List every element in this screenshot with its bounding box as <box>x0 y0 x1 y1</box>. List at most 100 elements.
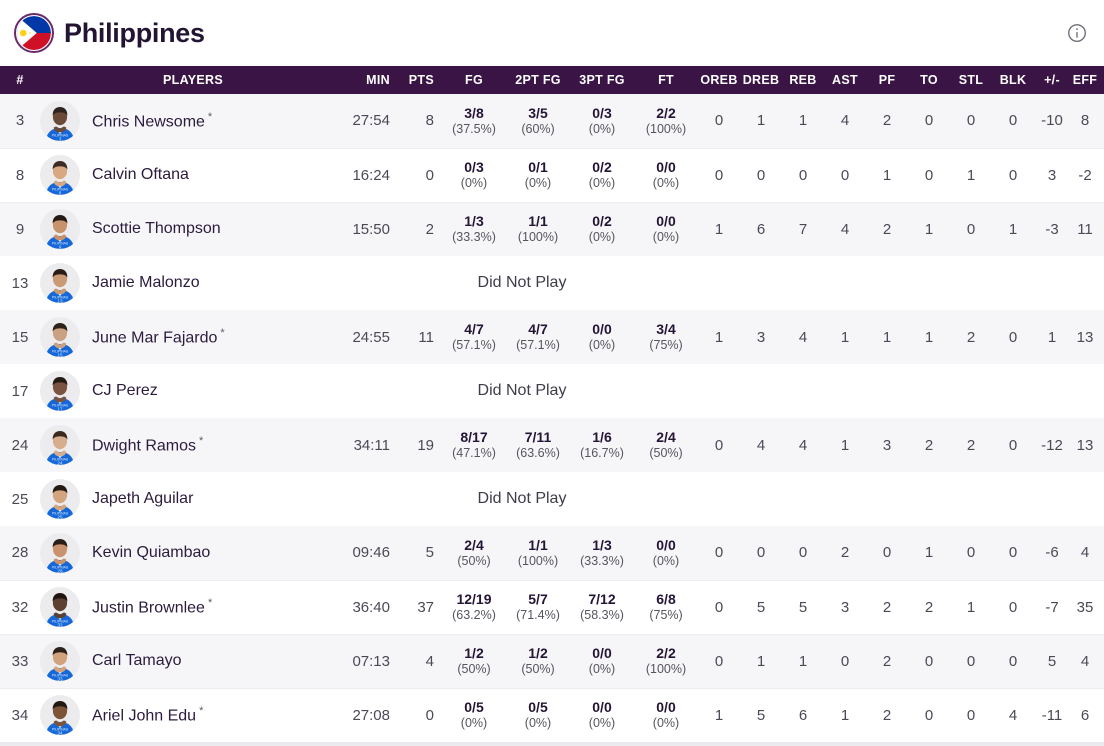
table-row[interactable]: 25 25 PILIPINAS Japeth Aguilar Did Not P… <box>0 472 1104 526</box>
stat-eff: 4 <box>1070 633 1104 688</box>
stat-min: 27:08 <box>346 687 398 742</box>
stat-reb: 1 <box>782 633 824 688</box>
player-number: 3 <box>15 112 25 130</box>
column-header-pts[interactable]: PTS <box>408 73 434 87</box>
stat-dreb: 1 <box>756 112 766 130</box>
column-header-ast[interactable]: AST <box>832 73 858 87</box>
column-header-eff[interactable]: EFF <box>1072 73 1098 87</box>
svg-text:3: 3 <box>59 136 62 141</box>
column-header-3pt-fg[interactable]: 3PT FG <box>579 73 625 87</box>
column-header-to[interactable]: TO <box>920 73 938 87</box>
player-name-cell[interactable]: 25 PILIPINAS Japeth Aguilar <box>40 472 346 526</box>
column-header-fg[interactable]: FG <box>465 73 483 87</box>
stat-oreb: 1 <box>698 687 740 742</box>
table-row[interactable]: 9 9 PILIPINAS Scottie Thompson 15:50 2 1/… <box>0 201 1104 256</box>
stat-oreb: 0 <box>714 544 724 562</box>
stat-2pt-fg: 0/1 (0%) <box>506 147 570 202</box>
starter-marker: * <box>207 110 213 123</box>
stat-fg-made: 2/4 <box>464 536 484 553</box>
table-row[interactable]: 33 33 PILIPINAS Carl Tamayo 07:13 4 1/2 (… <box>0 633 1104 688</box>
stat-3pt-fg-pct: (0%) <box>588 716 616 731</box>
column-header-pf[interactable]: PF <box>878 73 896 87</box>
stat-oreb: 0 <box>698 633 740 688</box>
column-header-reb[interactable]: REB <box>789 73 817 87</box>
player-name-cell[interactable]: 3 PILIPINAS Chris Newsome * <box>40 94 346 148</box>
column-header-min[interactable]: MIN <box>366 73 390 87</box>
table-row[interactable]: 34 34 PILIPINAS Ariel John Edu * 27:08 0 0… <box>0 687 1104 742</box>
player-name: Carl Tamayo <box>92 652 182 669</box>
stat-2pt-fg-pct: (0%) <box>524 716 552 731</box>
table-row[interactable]: 32 32 PILIPINAS Justin Brownlee * 36:40 37… <box>0 579 1104 634</box>
player-number: 33 <box>0 633 40 688</box>
stat-oreb: 0 <box>714 112 724 130</box>
player-name-cell[interactable]: 8 PILIPINAS Calvin Oftana <box>40 147 346 202</box>
stat-fg-pct: (57.1%) <box>452 337 496 352</box>
stat-plus-minus: -10 <box>1041 112 1063 130</box>
stat-ast: 0 <box>824 147 866 202</box>
avatar: 24 PILIPINAS <box>40 425 80 465</box>
stat-oreb: 0 <box>698 147 740 202</box>
stat-min: 09:46 <box>352 544 390 562</box>
column-header-plus-minus[interactable]: +/- <box>1044 73 1060 87</box>
player-name-cell[interactable]: 13 PILIPINAS Jamie Malonzo <box>40 256 346 310</box>
column-header-blk[interactable]: BLK <box>999 73 1027 87</box>
table-row[interactable]: 24 24 PILIPINAS Dwight Ramos * 34:11 19 8/… <box>0 418 1104 472</box>
svg-text:PILIPINAS: PILIPINAS <box>52 349 69 353</box>
stat-fg-made: 0/3 <box>464 159 484 176</box>
column-header-2pt-fg[interactable]: 2PT FG <box>515 73 561 87</box>
column-header-dreb[interactable]: DREB <box>742 73 780 87</box>
empty-stats <box>698 256 1104 310</box>
svg-text:PILIPINAS: PILIPINAS <box>52 242 69 246</box>
stat-ft: 3/4 (75%) <box>634 310 698 364</box>
table-row[interactable]: 8 8 PILIPINAS Calvin Oftana 16:24 0 0/3 (… <box>0 147 1104 202</box>
table-row[interactable]: 28 28 PILIPINAS Kevin Quiambao 09:46 5 2/… <box>0 526 1104 580</box>
table-row[interactable]: 3 3 PILIPINAS Chris Newsome * 27:54 8 3/8 … <box>0 94 1104 148</box>
player-name: Kevin Quiambao <box>92 543 211 561</box>
stat-fg: 1/2 (50%) <box>442 633 506 688</box>
avatar: 25 PILIPINAS <box>40 479 80 519</box>
stat-fg-made: 3/8 <box>464 104 484 121</box>
player-name-cell[interactable]: 9 PILIPINAS Scottie Thompson <box>40 201 346 256</box>
stat-to: 0 <box>908 633 950 688</box>
column-header-stl[interactable]: STL <box>958 73 984 87</box>
stat-oreb: 0 <box>714 436 724 454</box>
column-header-oreb[interactable]: OREB <box>700 73 738 87</box>
stat-fg-pct: (50%) <box>457 661 491 676</box>
philippines-flag-icon <box>14 13 54 53</box>
stat-ft-pct: (0%) <box>652 553 680 568</box>
boxscore-table: # PLAYERS MIN PTS FG 2PT FG 3PT FG FT OR… <box>0 66 1104 742</box>
stat-stl: 2 <box>966 328 976 346</box>
column-header-number[interactable]: # <box>16 73 24 87</box>
stat-fg-made: 12/19 <box>456 591 492 608</box>
starter-marker: * <box>199 705 204 718</box>
stat-fg-pct: (50%) <box>457 553 491 568</box>
table-row[interactable]: 13 13 PILIPINAS Jamie Malonzo Did Not Pl… <box>0 256 1104 310</box>
player-name-cell[interactable]: 32 PILIPINAS Justin Brownlee * <box>40 579 346 634</box>
stat-3pt-fg-made: 1/3 <box>592 536 612 553</box>
player-name-cell[interactable]: 15 PILIPINAS June Mar Fajardo * <box>40 310 346 364</box>
player-number: 17 <box>11 382 29 400</box>
player-name-cell[interactable]: 24 PILIPINAS Dwight Ramos * <box>40 418 346 472</box>
table-row[interactable]: 17 17 PILIPINAS CJ Perez Did Not Play <box>0 364 1104 418</box>
stat-pf: 2 <box>866 687 908 742</box>
svg-text:PILIPINAS: PILIPINAS <box>52 403 69 407</box>
stat-2pt-fg: 7/11 (63.6%) <box>506 418 570 472</box>
stat-2pt-fg-made: 5/7 <box>528 591 548 608</box>
stat-blk: 0 <box>992 147 1034 202</box>
column-header-players[interactable]: PLAYERS <box>163 73 223 87</box>
stat-plus-minus: -7 <box>1034 579 1070 634</box>
player-name-cell[interactable]: 28 PILIPINAS Kevin Quiambao <box>40 526 346 580</box>
stat-reb: 4 <box>798 436 808 454</box>
svg-text:15: 15 <box>57 352 63 357</box>
column-header-ft[interactable]: FT <box>658 73 674 87</box>
info-circle-icon[interactable] <box>1066 22 1088 44</box>
stat-reb: 6 <box>782 687 824 742</box>
stat-dreb: 4 <box>756 436 766 454</box>
stat-2pt-fg: 1/1 (100%) <box>506 526 570 580</box>
table-row[interactable]: 15 15 PILIPINAS June Mar Fajardo * 24:55 1… <box>0 310 1104 364</box>
avatar: 32 PILIPINAS <box>40 587 80 627</box>
player-name-cell[interactable]: 33 PILIPINAS Carl Tamayo <box>40 633 346 688</box>
player-name-cell[interactable]: 34 PILIPINAS Ariel John Edu * <box>40 687 346 742</box>
player-name-cell[interactable]: 17 PILIPINAS CJ Perez <box>40 364 346 418</box>
stat-2pt-fg: 1/1 (100%) <box>506 201 570 256</box>
